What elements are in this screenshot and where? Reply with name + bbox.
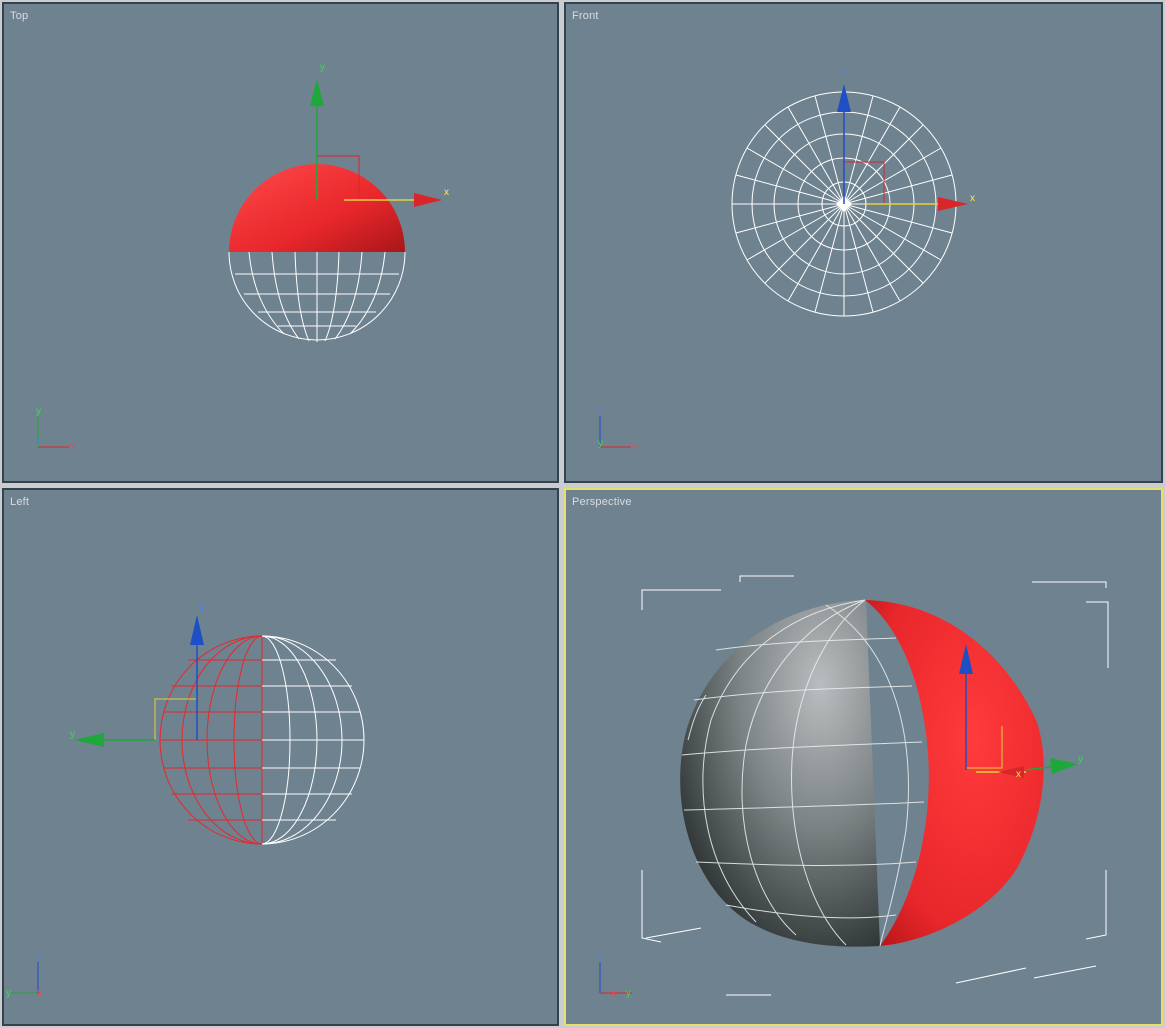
gizmo-y-label: y (70, 729, 75, 740)
viewport-top[interactable]: Top y x (2, 2, 559, 483)
view-axis-tripod: z y x (598, 406, 637, 453)
selection-bracket (641, 575, 1109, 996)
gizmo-y-label: y (320, 62, 325, 73)
svg-text:y: y (36, 406, 41, 417)
svg-text:x: x (70, 442, 75, 453)
selected-hemisphere-wireframe[interactable] (159, 635, 263, 845)
sphere-wireframe (261, 635, 365, 845)
gizmo-z-label: z (842, 68, 847, 79)
viewport-front[interactable]: Front (564, 2, 1163, 483)
selected-hemisphere[interactable] (865, 600, 1044, 946)
gizmo-x-label: x (444, 187, 449, 198)
front-scene: z x z y x (598, 68, 975, 453)
transform-gizmo[interactable]: y x (310, 62, 449, 207)
transform-gizmo[interactable]: z y (70, 601, 204, 747)
sphere-wireframe (731, 91, 957, 317)
top-scene: y x y z x (36, 62, 449, 453)
gizmo-x-label: x (970, 193, 975, 204)
viewport-left[interactable]: Left (2, 488, 559, 1026)
sphere-wireframe (228, 251, 406, 342)
gizmo-x-label: x (1016, 769, 1021, 780)
transform-gizmo[interactable]: z x y (959, 628, 1083, 780)
viewport-label-left[interactable]: Left (10, 496, 30, 508)
gizmo-z-label: z (199, 601, 204, 612)
svg-text:x: x (632, 442, 637, 453)
selected-hemisphere[interactable] (229, 164, 405, 252)
svg-text:z: z (36, 952, 41, 963)
transform-gizmo[interactable]: z x (837, 68, 975, 211)
svg-text:z: z (598, 952, 603, 963)
svg-text:y: y (626, 988, 631, 999)
svg-text:x: x (37, 988, 42, 999)
viewport-perspective[interactable]: Perspective (564, 488, 1163, 1026)
viewport-label-front[interactable]: Front (572, 10, 599, 22)
sphere-wireframe (681, 599, 925, 947)
left-scene: z y z y x (6, 601, 365, 999)
view-axis-tripod: y z x (36, 406, 75, 453)
svg-text:z: z (598, 406, 603, 417)
view-axis-tripod: z y x (6, 952, 42, 999)
svg-text:x: x (611, 988, 616, 999)
viewport-label-perspective[interactable]: Perspective (572, 496, 632, 508)
viewport-label-top[interactable]: Top (10, 10, 29, 22)
perspective-scene: z x y z x y (598, 575, 1109, 999)
svg-text:z: z (36, 438, 41, 449)
sphere-mesh[interactable] (680, 600, 880, 947)
gizmo-y-label: y (1078, 754, 1083, 765)
svg-text:y: y (598, 438, 603, 449)
gizmo-z-label: z (968, 628, 973, 639)
view-axis-tripod: z x y (598, 952, 632, 999)
svg-text:y: y (6, 988, 11, 999)
